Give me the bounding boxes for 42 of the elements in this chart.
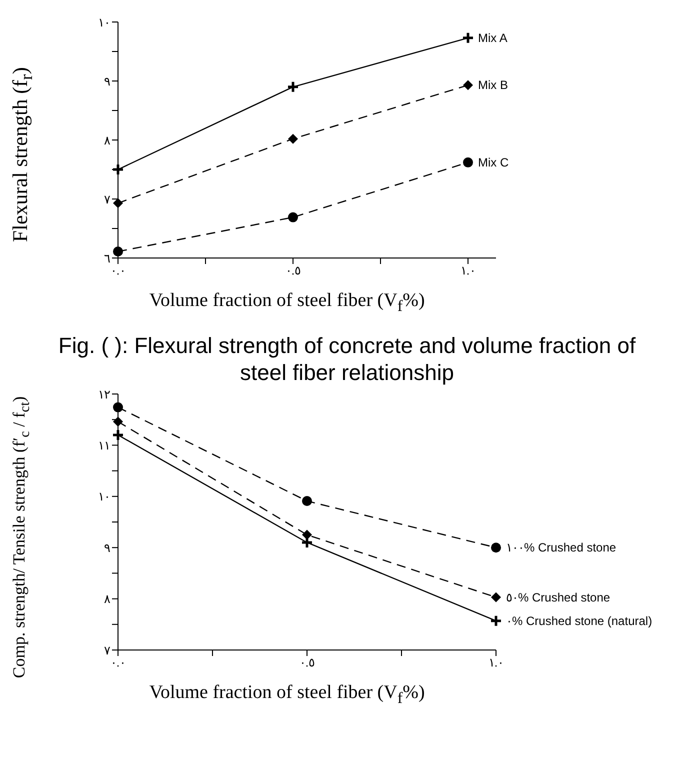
y-tick-label: ٨	[104, 592, 111, 606]
point	[491, 592, 501, 602]
y-tick-label: ٧	[104, 192, 111, 206]
x-tick-label: ١.٠	[460, 264, 476, 278]
x-tick-label: ٠.٥	[286, 264, 300, 278]
x-axis-title: Volume fraction of steel fiber (V$_{f}$%)	[148, 290, 426, 316]
y-tick-label: ٦	[104, 251, 110, 266]
series-label: ٠% Crushed stone (natural)	[506, 614, 652, 628]
y-tick-label: ٩	[104, 540, 110, 555]
point	[113, 416, 123, 427]
y-tick-label: ١٢	[98, 387, 110, 402]
point	[113, 402, 123, 412]
series-label: Mix C	[478, 155, 509, 170]
series-label: ٥٠% Crushed stone	[506, 590, 610, 604]
series-label: ١٠٠% Crushed stone	[506, 540, 616, 555]
series-label: Mix A	[478, 30, 508, 45]
y-tick-label: ١١	[98, 438, 110, 452]
x-tick-label: ٠.٠	[110, 264, 126, 278]
x-tick-label: ١.٠	[488, 656, 504, 670]
point	[112, 428, 124, 442]
point	[491, 542, 501, 553]
point	[462, 32, 474, 44]
point	[490, 614, 502, 628]
y-tick-label: ٧	[104, 643, 111, 658]
point	[302, 496, 312, 506]
y-tick-label: ٨	[104, 133, 111, 148]
point	[112, 163, 124, 176]
y-tick-label: ١٠	[98, 490, 110, 504]
x-tick-label: ٠.٥	[300, 656, 314, 670]
x-axis-title: Volume fraction of steel fiber (V$_{f}$%)	[148, 682, 426, 708]
x-tick-label: ٠.٠	[110, 656, 126, 670]
point	[302, 530, 312, 540]
text: Fig. ( ): Flexural strength of concrete and volume fraction of steel fiber relationship	[57, 332, 637, 386]
y-tick-label: ١٠	[98, 15, 110, 30]
point	[288, 134, 298, 144]
point	[463, 80, 473, 90]
point	[286, 80, 300, 94]
point	[113, 198, 123, 208]
point	[463, 157, 473, 168]
point	[288, 212, 298, 222]
series-label: Mix B	[478, 78, 508, 92]
y-tick-label: ٩	[104, 74, 110, 88]
